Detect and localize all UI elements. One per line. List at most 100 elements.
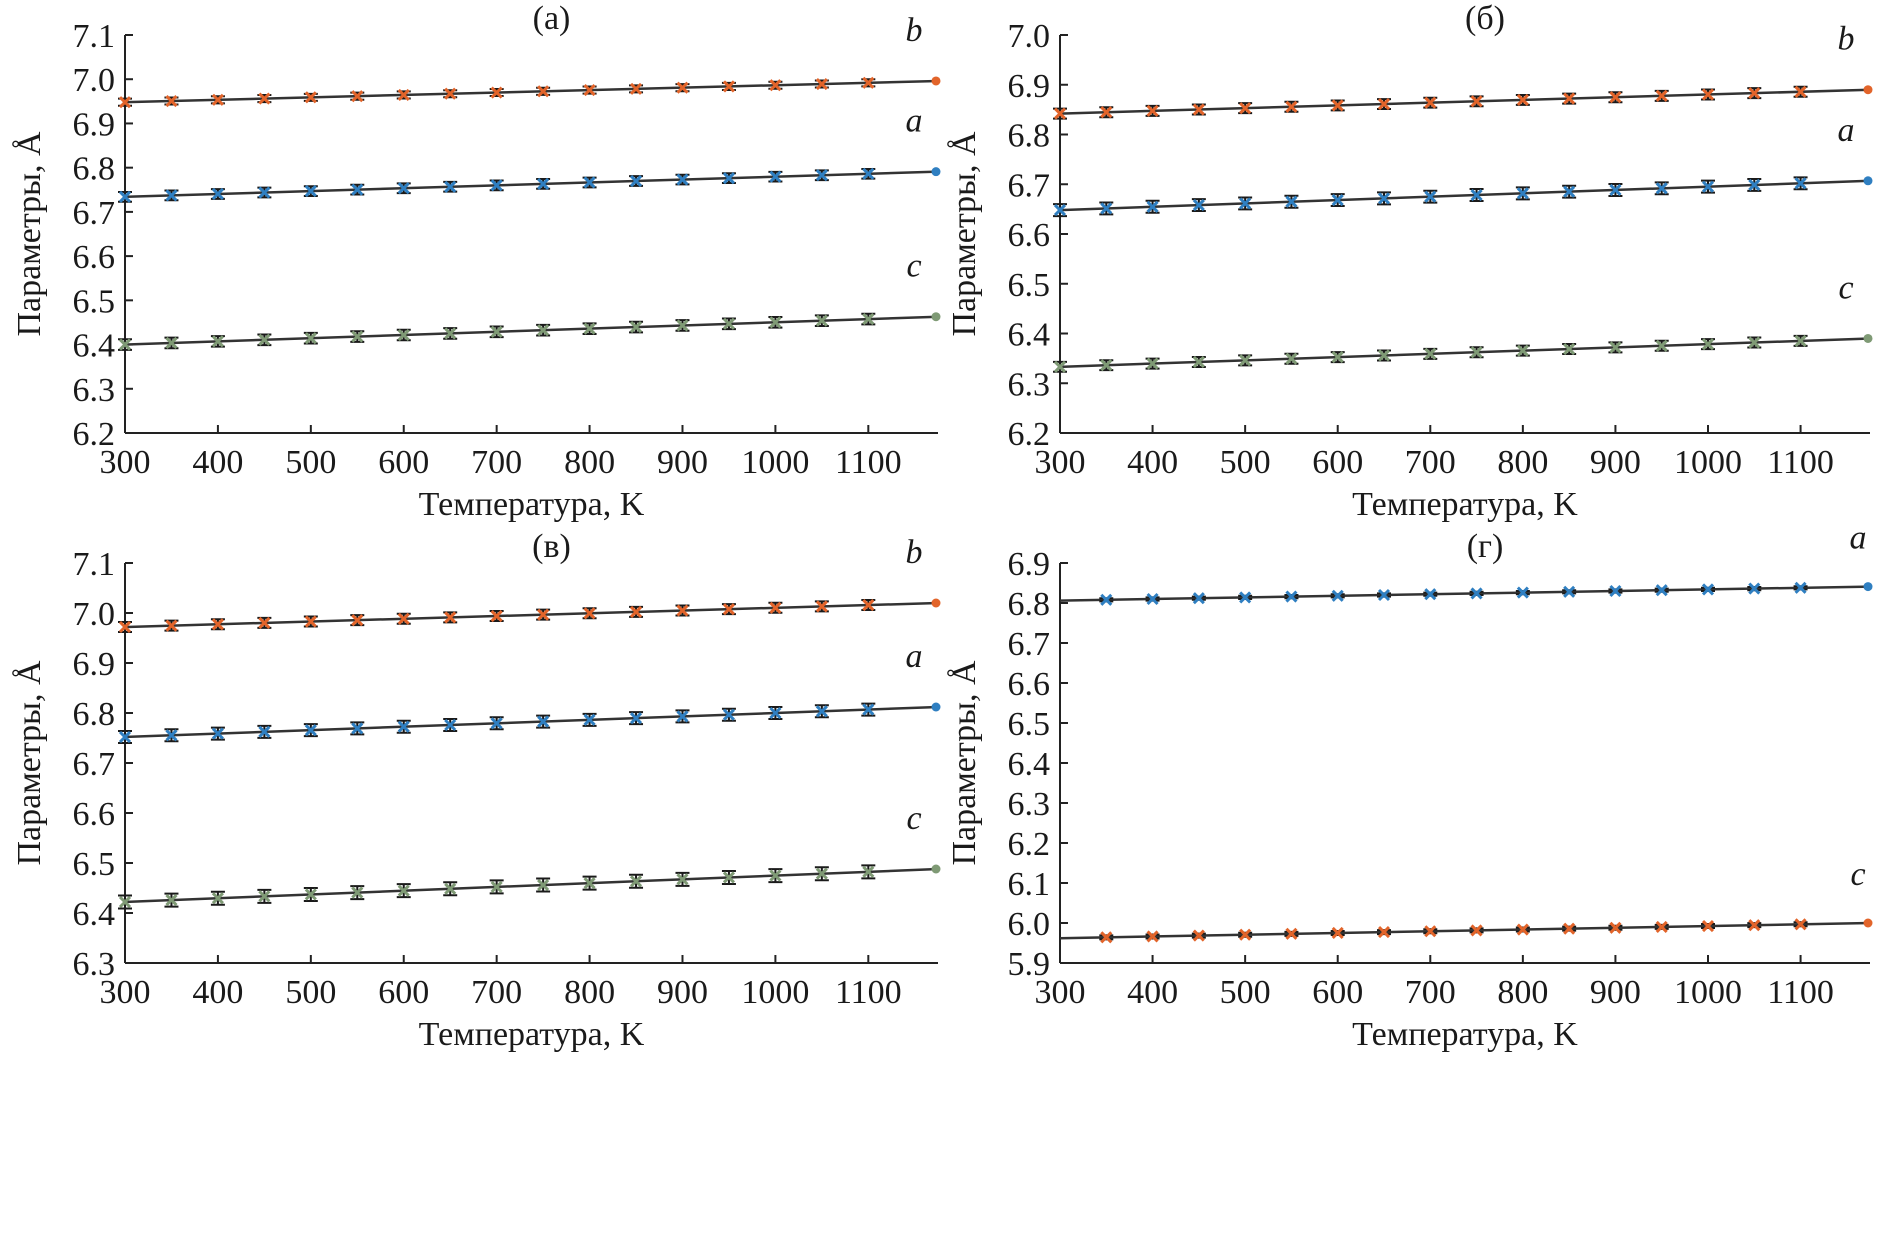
data-point — [1863, 918, 1873, 928]
data-point — [165, 336, 178, 350]
data-point — [769, 170, 782, 183]
series-label: c — [906, 248, 921, 285]
data-point — [1563, 585, 1576, 598]
x-tick-label: 600 — [1312, 974, 1363, 1011]
y-tick-label: 6.5 — [73, 846, 116, 883]
y-tick-label: 6.5 — [1008, 706, 1051, 743]
series-label: b — [1838, 21, 1855, 58]
x-tick-label: 800 — [1497, 444, 1548, 481]
data-point — [1146, 200, 1159, 213]
x-tick-label: 800 — [564, 974, 615, 1011]
data-point — [1609, 921, 1622, 934]
fit-line — [1059, 921, 1871, 940]
data-point — [304, 332, 317, 345]
x-tick-label: 300 — [100, 444, 151, 481]
y-tick-label: 6.4 — [73, 896, 116, 933]
x-tick-label: 700 — [1405, 974, 1456, 1011]
data-point — [1192, 592, 1205, 605]
data-point — [815, 600, 828, 613]
data-point — [1192, 929, 1205, 942]
y-tick-label: 6.5 — [1008, 267, 1051, 304]
x-tick-label: 800 — [564, 444, 615, 481]
data-point — [1655, 182, 1668, 195]
data-point — [629, 174, 643, 188]
data-point — [769, 706, 782, 720]
data-point — [165, 94, 178, 108]
data-point — [490, 609, 503, 623]
data-point — [1239, 197, 1252, 210]
y-tick-label: 6.6 — [1008, 217, 1051, 254]
data-point — [537, 177, 550, 190]
data-point — [1748, 336, 1761, 349]
data-point — [583, 322, 596, 335]
data-point — [537, 608, 550, 621]
y-tick-label: 7.1 — [73, 18, 116, 55]
data-point — [165, 619, 178, 632]
data-point — [1100, 593, 1113, 606]
data-point — [1748, 582, 1761, 595]
data-point — [351, 183, 364, 196]
x-tick-label: 400 — [1127, 974, 1178, 1011]
data-point — [211, 335, 224, 348]
panel-1: 6.2 6.3 6.4 6.5 6.6 6.7 6.8 6.9 7.0 7.1 300 400 500 6… — [11, 0, 941, 523]
data-point — [722, 172, 736, 185]
data-point — [1192, 103, 1205, 116]
data-point — [583, 607, 596, 620]
data-point — [1331, 99, 1344, 112]
fit-line — [124, 79, 939, 104]
x-tick-label: 700 — [471, 974, 522, 1011]
x-tick-label: 800 — [1497, 974, 1548, 1011]
data-point — [1285, 927, 1298, 940]
data-point — [397, 182, 410, 195]
data-point — [1701, 583, 1715, 596]
data-point — [769, 601, 782, 614]
series-label: c — [906, 800, 921, 837]
panel-title: (в) — [532, 528, 571, 565]
data-point — [629, 712, 643, 725]
data-point — [676, 319, 689, 332]
data-point — [1239, 928, 1252, 941]
x-tick-label: 900 — [1590, 974, 1641, 1011]
data-point — [931, 312, 941, 322]
data-point — [1377, 926, 1391, 939]
data-point — [931, 76, 941, 86]
y-tick-label: 6.9 — [73, 106, 116, 143]
data-point — [537, 324, 550, 337]
data-point — [397, 328, 410, 342]
fit-line — [124, 315, 939, 346]
data-point — [1794, 85, 1807, 98]
x-tick-label: 300 — [1035, 444, 1086, 481]
data-point — [1100, 931, 1113, 944]
data-point — [118, 190, 132, 203]
data-point — [1748, 919, 1761, 932]
x-tick-label: 1000 — [741, 974, 809, 1011]
data-point — [304, 615, 317, 628]
data-point — [397, 612, 410, 625]
data-point — [165, 189, 178, 202]
series-b: b — [1053, 21, 1873, 120]
panel-title: (г) — [1467, 528, 1504, 565]
y-tick-label: 6.1 — [1008, 866, 1051, 903]
data-point — [1516, 586, 1529, 599]
data-point — [444, 180, 457, 193]
data-point — [1609, 584, 1622, 598]
data-point — [1470, 346, 1483, 359]
data-point — [1285, 100, 1298, 113]
fit-line — [124, 170, 939, 199]
data-point — [722, 603, 736, 616]
x-axis-title: Температура, K — [419, 1016, 645, 1053]
x-tick-label: 900 — [1590, 444, 1641, 481]
data-point — [1146, 592, 1159, 606]
data-point — [769, 79, 782, 92]
x-tick-label: 600 — [1312, 444, 1363, 481]
data-point — [862, 76, 875, 89]
x-axis-title: Температура, K — [419, 486, 645, 523]
data-point — [815, 867, 828, 880]
data-point — [1146, 357, 1159, 370]
data-point — [629, 605, 643, 618]
data-point — [304, 888, 317, 901]
data-point — [1424, 96, 1437, 109]
data-point — [304, 724, 317, 737]
data-point — [931, 864, 941, 874]
